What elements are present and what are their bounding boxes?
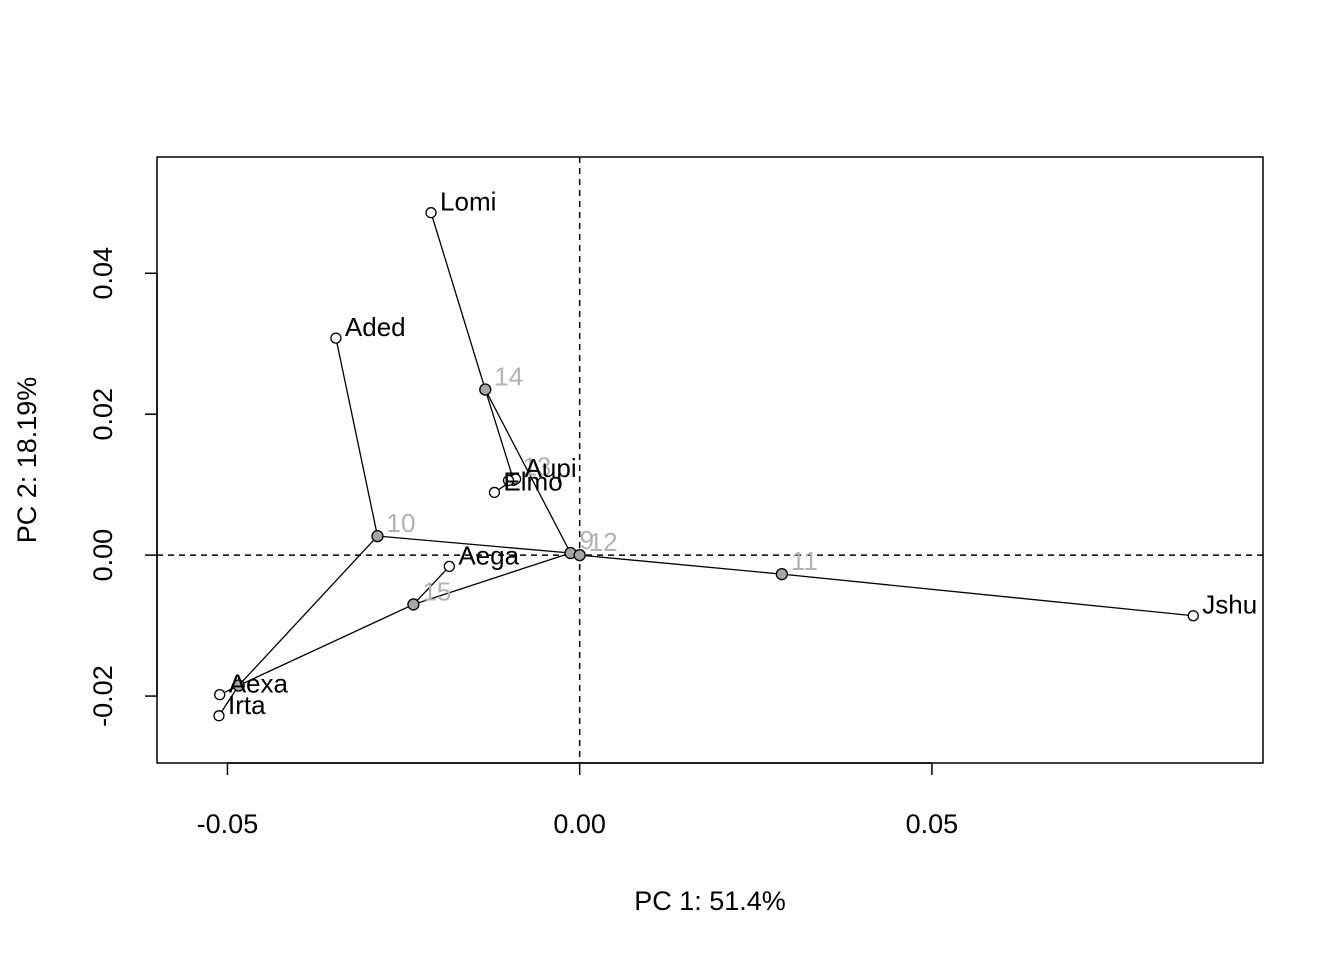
- x-axis: -0.05 0.00 0.05: [197, 762, 959, 839]
- y-axis-title: PC 2: 18.19%: [12, 377, 42, 544]
- node-label: 11: [791, 546, 818, 576]
- x-tick-label: -0.05: [197, 809, 259, 839]
- tree-edge: [484, 389, 572, 554]
- y-axis: -0.02 0.00 0.02 0.04: [88, 247, 158, 727]
- plot-frame: [156, 156, 1264, 764]
- x-axis-title: PC 1: 51.4%: [634, 886, 786, 916]
- internal-node-point: [573, 548, 586, 562]
- tree-edge: [238, 603, 414, 687]
- tree-edge: [430, 212, 486, 390]
- tip-point: [488, 486, 501, 499]
- internal-node-point: [407, 598, 420, 611]
- tip-label: Aupi: [525, 453, 577, 483]
- tip-point: [443, 560, 456, 573]
- tip-label: Aega: [458, 540, 519, 570]
- tip-point: [502, 474, 515, 487]
- internal-node-point: [775, 568, 789, 581]
- y-tick-label: 0.04: [88, 247, 118, 300]
- node-label: 13: [522, 452, 551, 482]
- y-tick-label: -0.02: [88, 665, 118, 727]
- tip-label: Aded: [345, 312, 406, 342]
- tree-edge: [377, 535, 571, 554]
- points-layer: [213, 207, 1199, 722]
- x-tick-label: 0.00: [553, 809, 606, 839]
- tree-edge: [412, 565, 450, 605]
- x-tick-label: 0.05: [906, 809, 959, 839]
- tip-label: Irta: [228, 690, 266, 720]
- node-label: 10: [386, 508, 415, 538]
- tree-edge: [484, 389, 515, 480]
- internal-node-point: [232, 679, 245, 692]
- tip-label: Jshu: [1202, 590, 1257, 620]
- internal-node-point: [371, 529, 384, 543]
- tip-point: [1187, 610, 1199, 622]
- node-label: 12: [589, 527, 618, 557]
- node-label: 14: [494, 362, 523, 392]
- tip-label: Elmo: [503, 466, 562, 496]
- tree-edge: [335, 337, 379, 537]
- tree-edges: [218, 212, 1194, 717]
- node-label: 15: [422, 576, 451, 606]
- tip-point: [213, 710, 225, 722]
- y-tick-label: 0.02: [88, 388, 118, 441]
- tip-point: [214, 688, 226, 701]
- y-tick-label: 0.00: [88, 529, 118, 582]
- tip-label: Lomi: [440, 187, 496, 217]
- internal-node-point: [479, 383, 492, 396]
- tree-edge: [413, 552, 571, 606]
- tree-edge: [238, 535, 378, 686]
- tip-point: [330, 332, 342, 344]
- tip-point: [425, 207, 437, 219]
- tree-edge: [781, 573, 1194, 617]
- tip-label: Aexa: [229, 669, 289, 699]
- tree-edge: [579, 554, 782, 575]
- reference-lines: [157, 157, 1263, 763]
- node-label: 9: [580, 525, 594, 555]
